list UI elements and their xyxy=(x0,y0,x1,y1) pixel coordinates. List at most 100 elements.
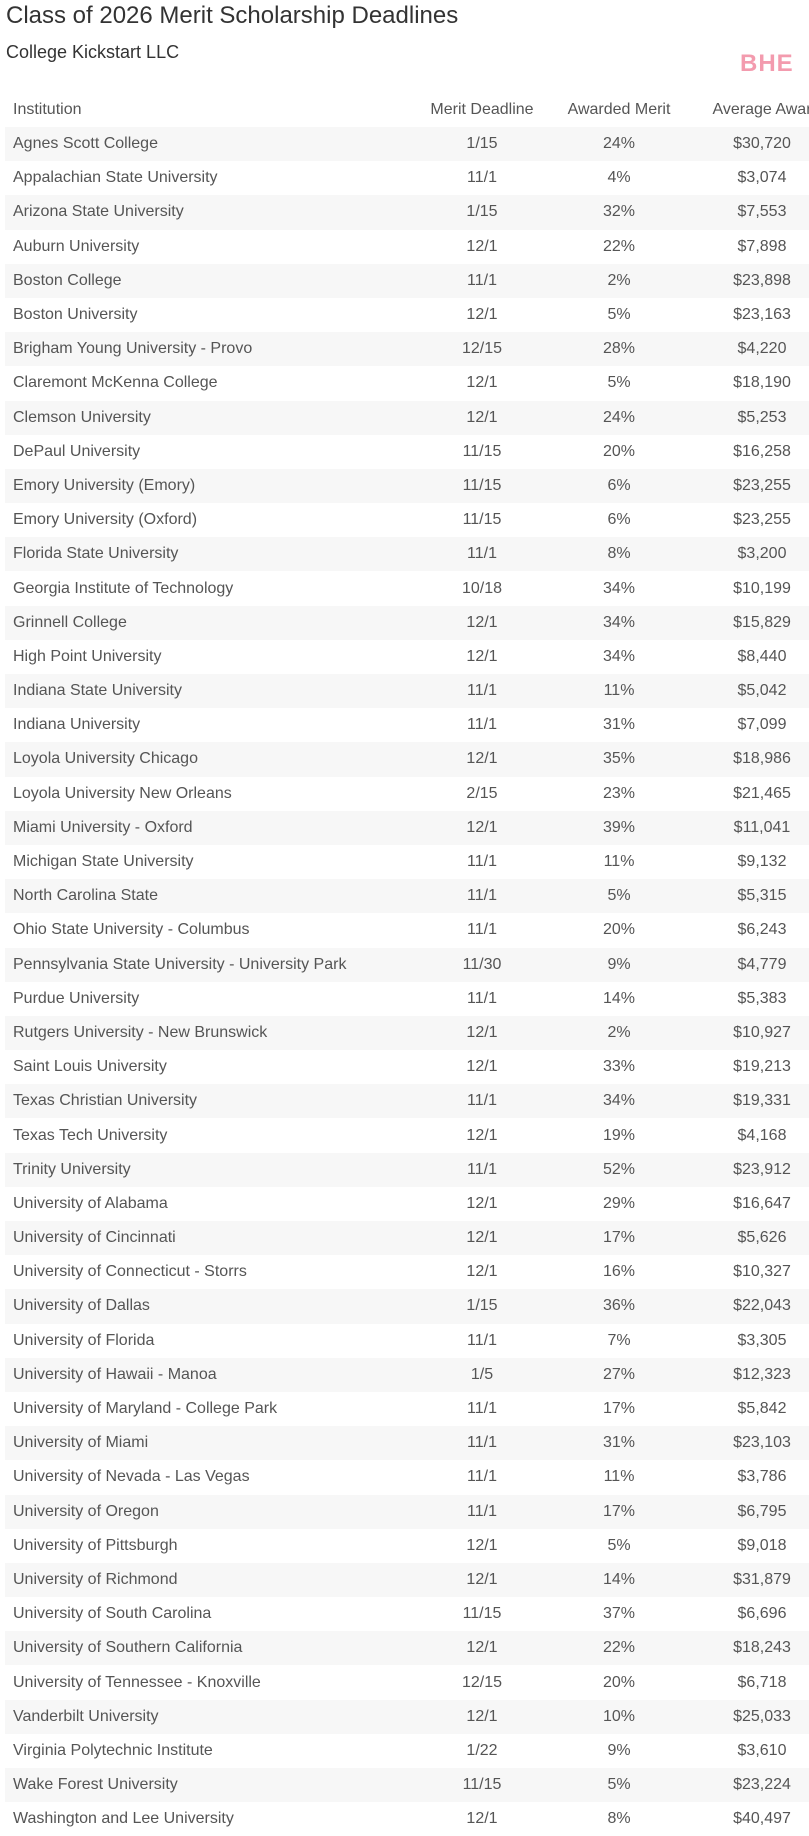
cell-institution: Texas Christian University xyxy=(13,1092,198,1110)
cell-awarded-merit: 5% xyxy=(607,887,631,905)
cell-average-award: $3,074 xyxy=(737,169,787,187)
cell-merit-deadline: 11/1 xyxy=(467,1502,497,1520)
cell-merit-deadline: 11/15 xyxy=(462,1605,502,1623)
cell-awarded-merit: 20% xyxy=(602,921,636,939)
cell-merit-deadline: 11/1 xyxy=(467,1400,497,1418)
table-body: Agnes Scott College 1/15 24% $30,720 Appalac… xyxy=(5,127,809,1836)
cell-institution: Emory University (Oxford) xyxy=(13,511,198,529)
cell-average-award: $10,327 xyxy=(733,1263,791,1281)
cell-average-award: $40,497 xyxy=(733,1810,791,1828)
table-row: Virginia Polytechnic Institute 1/22 9% $3,6… xyxy=(5,1734,809,1768)
cell-awarded-merit: 28% xyxy=(602,340,636,358)
table-row: Boston College 11/1 2% $23,898 xyxy=(5,263,809,298)
cell-awarded-merit: 5% xyxy=(607,306,631,324)
cell-institution: Emory University (Emory) xyxy=(13,476,196,494)
table-row: Florida State University 11/1 8% $3,200 xyxy=(5,537,809,572)
cell-institution: University of Alabama xyxy=(13,1194,168,1212)
cell-average-award: $4,168 xyxy=(737,1126,787,1144)
cell-average-award: $5,842 xyxy=(737,1400,787,1418)
cell-average-award: $5,626 xyxy=(737,1229,787,1247)
cell-institution: Arizona State University xyxy=(13,203,184,221)
cell-awarded-merit: 35% xyxy=(602,750,636,768)
cell-average-award: $5,383 xyxy=(737,989,787,1007)
cell-institution: University of Richmond xyxy=(13,1570,178,1588)
table-row: Saint Louis University 12/1 33% $19,213 xyxy=(5,1050,809,1084)
cell-average-award: $23,255 xyxy=(733,476,791,494)
table-row: University of Connecticut - Storrs 12/1 16… xyxy=(5,1255,809,1289)
table-row: Vanderbilt University 12/1 10% $25,033 xyxy=(5,1699,809,1734)
cell-awarded-merit: 5% xyxy=(607,374,631,392)
cell-merit-deadline: 1/22 xyxy=(466,1741,498,1759)
header-merit-deadline[interactable]: Merit Deadline xyxy=(430,101,534,118)
cell-merit-deadline: 12/1 xyxy=(466,408,498,426)
cell-institution: University of South Carolina xyxy=(13,1605,212,1623)
table-row: Agnes Scott College 1/15 24% $30,720 xyxy=(5,127,809,162)
cell-awarded-merit: 9% xyxy=(607,1741,631,1759)
header-institution[interactable]: Institution xyxy=(13,101,82,118)
cell-merit-deadline: 1/15 xyxy=(466,1297,498,1315)
cell-institution: Boston College xyxy=(13,271,122,289)
cell-average-award: $18,986 xyxy=(733,750,791,768)
cell-average-award: $3,305 xyxy=(737,1331,787,1349)
cell-average-award: $12,323 xyxy=(733,1365,791,1383)
watermark-logo: BHE xyxy=(740,50,794,77)
table-row: University of Nevada - Las Vegas 11/1 11% $… xyxy=(5,1460,809,1494)
cell-merit-deadline: 11/1 xyxy=(467,1160,497,1178)
cell-average-award: $6,795 xyxy=(737,1502,787,1520)
cell-average-award: $11,041 xyxy=(733,818,791,836)
cell-awarded-merit: 20% xyxy=(602,1673,636,1691)
cell-merit-deadline: 10/18 xyxy=(461,579,503,597)
cell-institution: University of Oregon xyxy=(13,1502,159,1520)
cell-institution: University of Nevada - Las Vegas xyxy=(13,1468,250,1486)
cell-institution: High Point University xyxy=(13,647,162,665)
cell-institution: University of Florida xyxy=(13,1331,155,1349)
table-row: University of Miami 11/1 31% $23,103 xyxy=(5,1426,809,1461)
cell-institution: Auburn University xyxy=(13,237,140,255)
header-average-award[interactable]: Average Awar xyxy=(712,101,809,118)
table-row: University of Florida 11/1 7% $3,305 xyxy=(5,1324,809,1358)
cell-average-award: $31,879 xyxy=(733,1570,791,1588)
cell-average-award: $23,103 xyxy=(733,1434,791,1452)
cell-average-award: $23,912 xyxy=(733,1160,791,1178)
cell-average-award: $4,779 xyxy=(737,955,787,973)
cell-merit-deadline: 12/1 xyxy=(466,1570,498,1588)
table-row: Trinity University 11/1 52% $23,912 xyxy=(5,1152,809,1187)
cell-average-award: $3,786 xyxy=(737,1468,787,1486)
cell-merit-deadline: 11/1 xyxy=(467,1468,497,1486)
header-awarded-merit[interactable]: Awarded Merit xyxy=(567,101,671,118)
cell-awarded-merit: 5% xyxy=(607,1536,631,1554)
table-row: Ohio State University - Columbus 11/1 20% $… xyxy=(5,913,809,947)
cell-merit-deadline: 11/1 xyxy=(467,716,497,734)
cell-average-award: $16,647 xyxy=(733,1194,791,1212)
cell-institution: University of Cincinnati xyxy=(13,1229,176,1247)
table-row: University of Southern California 12/1 22%… xyxy=(5,1631,809,1666)
cell-awarded-merit: 34% xyxy=(602,647,636,665)
table-row: Miami University - Oxford 12/1 39% $11,041 xyxy=(5,810,809,845)
cell-institution: Saint Louis University xyxy=(13,1058,167,1076)
table-row: Claremont McKenna College 12/1 5% $18,190 xyxy=(5,366,809,400)
cell-awarded-merit: 34% xyxy=(602,613,636,631)
cell-merit-deadline: 12/1 xyxy=(466,1126,498,1144)
table-row: University of Tennessee - Knoxville 12/15… xyxy=(5,1665,809,1699)
cell-merit-deadline: 11/1 xyxy=(467,545,497,563)
cell-institution: Washington and Lee University xyxy=(13,1810,234,1828)
cell-merit-deadline: 11/1 xyxy=(467,682,497,700)
cell-merit-deadline: 12/1 xyxy=(466,1194,498,1212)
cell-average-award: $6,243 xyxy=(737,921,787,939)
cell-institution: Florida State University xyxy=(13,545,179,563)
cell-institution: Claremont McKenna College xyxy=(13,374,218,392)
cell-average-award: $3,610 xyxy=(737,1741,787,1759)
cell-merit-deadline: 12/1 xyxy=(466,750,498,768)
cell-awarded-merit: 32% xyxy=(602,203,636,221)
cell-merit-deadline: 11/15 xyxy=(462,476,502,494)
table-row: Loyola University New Orleans 2/15 23% $21,… xyxy=(5,777,809,811)
cell-average-award: $15,829 xyxy=(733,613,791,631)
table-row: Appalachian State University 11/1 4% $3,074 xyxy=(5,161,809,195)
table-row: Auburn University 12/1 22% $7,898 xyxy=(5,230,809,264)
cell-institution: Indiana University xyxy=(13,716,141,734)
table-row: DePaul University 11/15 20% $16,258 xyxy=(5,435,809,469)
cell-average-award: $7,553 xyxy=(737,203,787,221)
cell-merit-deadline: 11/1 xyxy=(467,271,497,289)
cell-institution: University of Pittsburgh xyxy=(13,1536,178,1554)
cell-institution: Michigan State University xyxy=(13,853,194,871)
